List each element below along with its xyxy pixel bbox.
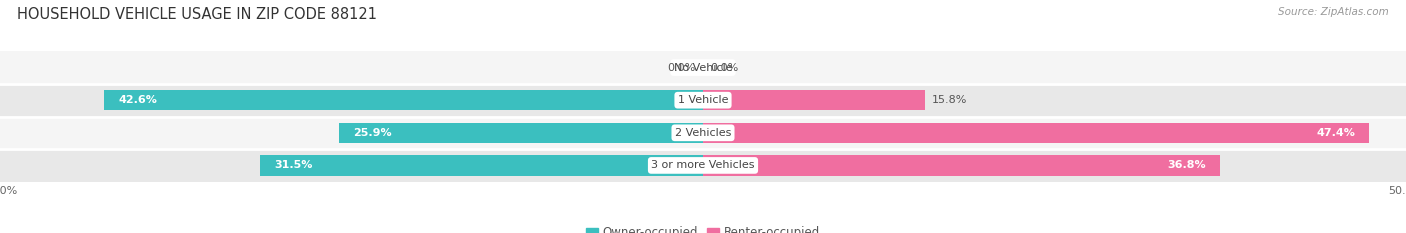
Text: 1 Vehicle: 1 Vehicle — [678, 95, 728, 105]
Text: 0.0%: 0.0% — [710, 63, 738, 72]
Text: 25.9%: 25.9% — [353, 128, 391, 138]
Bar — [260, 155, 703, 175]
Text: 3 or more Vehicles: 3 or more Vehicles — [651, 161, 755, 170]
Text: No Vehicle: No Vehicle — [673, 63, 733, 72]
Bar — [104, 90, 703, 110]
Legend: Owner-occupied, Renter-occupied: Owner-occupied, Renter-occupied — [581, 221, 825, 233]
Text: 15.8%: 15.8% — [932, 95, 967, 105]
Bar — [0, 116, 1406, 149]
Text: 0.0%: 0.0% — [668, 63, 696, 72]
Text: Source: ZipAtlas.com: Source: ZipAtlas.com — [1278, 7, 1389, 17]
Bar — [339, 123, 703, 143]
Text: 42.6%: 42.6% — [118, 95, 157, 105]
Bar — [703, 90, 925, 110]
Text: HOUSEHOLD VEHICLE USAGE IN ZIP CODE 88121: HOUSEHOLD VEHICLE USAGE IN ZIP CODE 8812… — [17, 7, 377, 22]
Bar — [703, 123, 1369, 143]
Text: 36.8%: 36.8% — [1168, 161, 1206, 170]
Text: 31.5%: 31.5% — [274, 161, 312, 170]
Bar — [0, 84, 1406, 116]
Bar — [0, 149, 1406, 182]
Bar — [0, 51, 1406, 84]
Text: 47.4%: 47.4% — [1316, 128, 1355, 138]
Text: 2 Vehicles: 2 Vehicles — [675, 128, 731, 138]
Bar — [703, 155, 1220, 175]
